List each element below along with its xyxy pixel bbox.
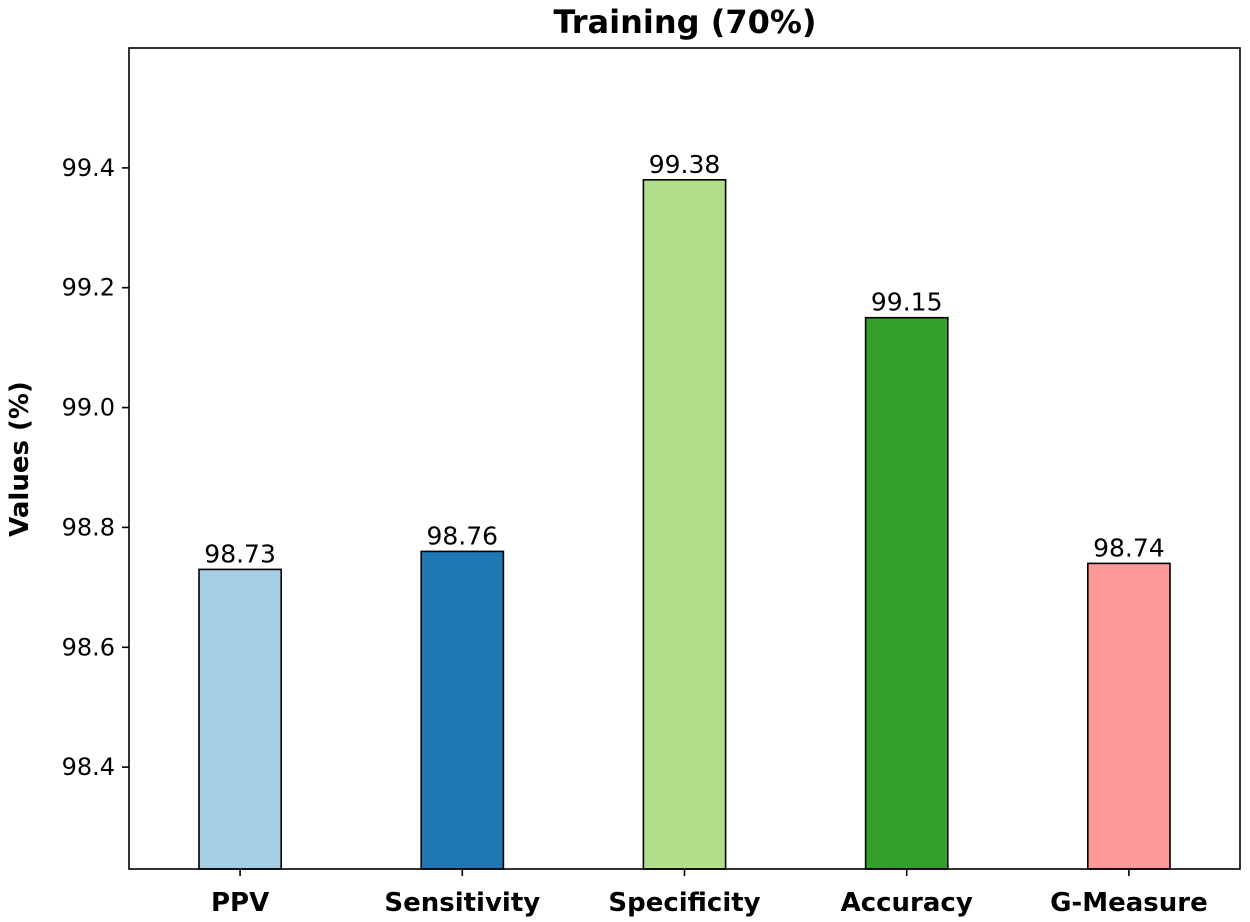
chart-title: Training (70%) [553,3,816,41]
bars-group [198,179,1171,870]
y-tick-label: 99.4 [62,154,115,182]
y-tick-label: 98.6 [62,633,115,661]
data-label: 98.76 [427,521,499,550]
y-tick-label: 98.4 [62,753,115,781]
y-tick-label: 99.2 [62,274,115,302]
bar-specificity [642,179,727,870]
plot-frame [128,47,1241,870]
x-tick-label: PPV [211,888,269,918]
y-tick-label: 99.0 [62,394,115,422]
bar-g-measure [1087,562,1171,870]
y-axis-label: Values (%) [5,381,35,537]
bar-accuracy [864,316,949,870]
data-labels-group: 98.73 98.76 99.38 99.15 98.74 [204,150,1164,569]
x-tick-label: Specificity [608,888,760,918]
x-axis-ticks: PPV Sensitivity Specificity Accuracy G-Measu… [211,869,1208,918]
bar-ppv [198,568,282,870]
x-tick-label: Sensitivity [384,888,540,918]
data-label: 98.73 [204,539,276,568]
y-tick-label: 98.8 [62,513,115,541]
data-label: 99.15 [871,288,943,317]
data-label: 99.38 [649,150,721,179]
x-tick-label: Accuracy [841,888,973,918]
data-label: 98.74 [1093,533,1165,562]
x-tick-label: G-Measure [1050,888,1208,918]
bar-sensitivity [420,550,505,870]
y-axis-ticks: 98.4 98.6 98.8 99.0 99.2 99.4 [62,154,129,781]
